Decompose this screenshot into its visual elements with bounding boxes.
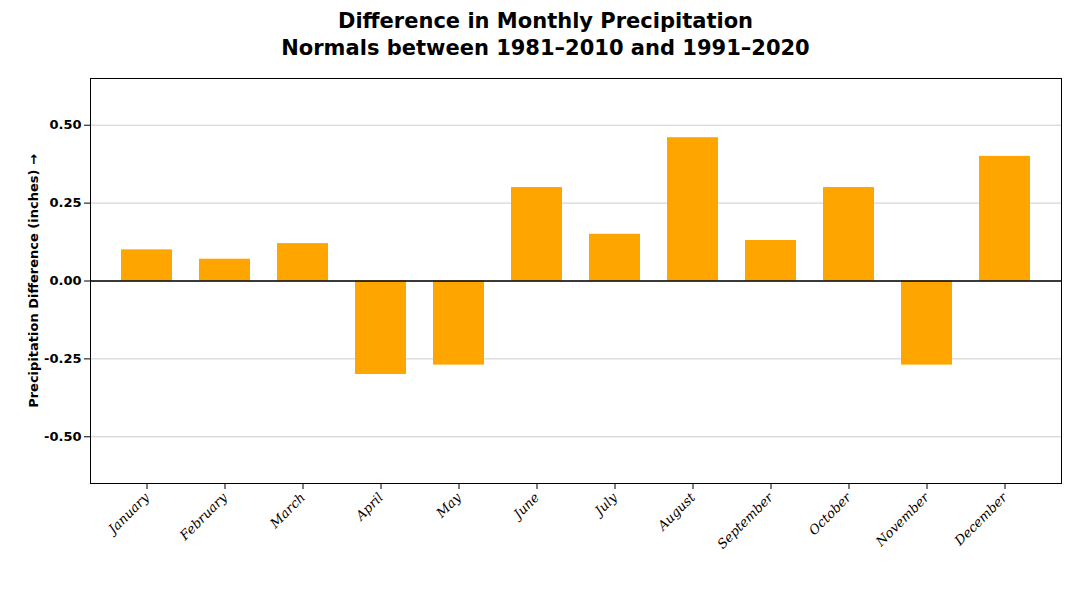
svg-text:August: August	[654, 489, 699, 534]
svg-text:February: February	[176, 489, 230, 543]
html-text:Normals between 1981–2010 and: Normals between 1981–2010 and 1991–2020	[281, 36, 810, 61]
svg-text:0.25: 0.25	[49, 195, 81, 210]
svg-text:September: September	[714, 489, 776, 551]
svg-text:January: January	[103, 489, 152, 538]
html-text:Difference in Monthly Precipit: Difference in Monthly Precipitation	[338, 9, 753, 33]
svg-text:0.50: 0.50	[49, 117, 81, 132]
svg-text:-0.25: -0.25	[44, 351, 81, 366]
svg-text:December: December	[951, 489, 1011, 549]
svg-text:Precipitation Difference (inch: Precipitation Difference (inches) →	[26, 154, 41, 408]
svg-text:June: June	[508, 489, 542, 523]
svg-text:July: July	[590, 489, 621, 520]
svg-text:May: May	[433, 489, 465, 521]
svg-text:October: October	[806, 489, 855, 538]
svg-text:April: April	[352, 489, 386, 523]
svg-text:November: November	[872, 489, 933, 550]
svg-text:-0.50: -0.50	[44, 429, 81, 444]
svg-text:0.00: 0.00	[49, 273, 81, 288]
svg-text:March: March	[266, 489, 308, 531]
